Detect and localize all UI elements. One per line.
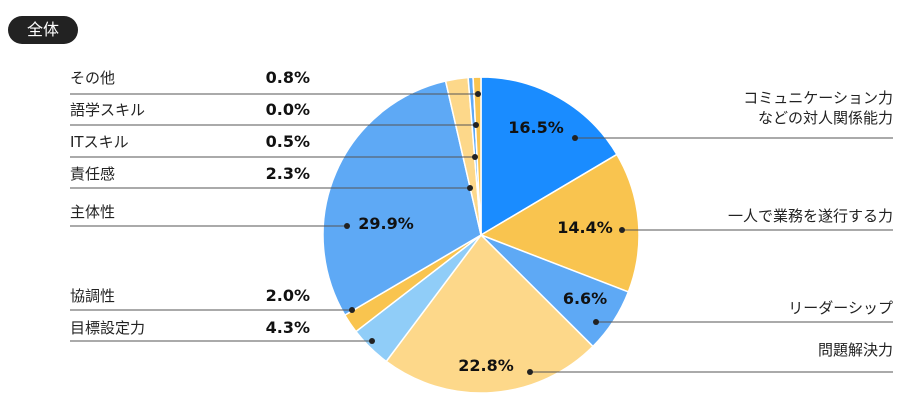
pie-slice [322, 80, 482, 317]
leader-dot [572, 135, 578, 141]
leader-dot [344, 223, 350, 229]
leader-dot [349, 307, 355, 313]
category-label: 問題解決力 [817, 341, 893, 359]
pie-slice [385, 233, 595, 394]
chart-title: 全体 [8, 16, 78, 44]
value-label: 6.6% [562, 289, 608, 308]
category-label: リーダーシップ [788, 299, 893, 317]
leader-dot [467, 185, 473, 191]
value-label: 0.0% [265, 100, 310, 119]
category-label: ITスキル [70, 133, 129, 151]
leader-dot [475, 91, 481, 97]
value-label: 0.8% [265, 68, 310, 87]
value-label: 2.3% [265, 164, 310, 183]
category-label: 一人で業務を遂行する力 [727, 207, 893, 225]
category-label: その他 [70, 69, 116, 87]
value-label: 2.0% [265, 286, 310, 305]
leader-dot [473, 122, 479, 128]
pie-slice [480, 76, 618, 237]
value-label: 4.3% [265, 318, 310, 337]
category-label: 主体性 [70, 203, 116, 221]
value-label: 0.5% [265, 132, 310, 151]
value-label: 22.8% [458, 356, 514, 375]
leader-dot [619, 227, 625, 233]
category-label: コミュニケーション力 などの対人関係能力 [743, 89, 893, 127]
leader-dot [369, 338, 375, 344]
value-label: 14.4% [557, 218, 613, 237]
leader-dot [472, 154, 478, 160]
category-label: 協調性 [70, 287, 116, 305]
value-label: 29.9% [358, 214, 414, 233]
pie-slice [479, 153, 640, 293]
category-label: 責任感 [70, 165, 116, 183]
leader-dot [527, 369, 533, 375]
leader-dot [593, 319, 599, 325]
value-label: 16.5% [508, 118, 564, 137]
category-label: 語学スキル [70, 101, 146, 119]
category-label: 目標設定力 [70, 319, 146, 337]
